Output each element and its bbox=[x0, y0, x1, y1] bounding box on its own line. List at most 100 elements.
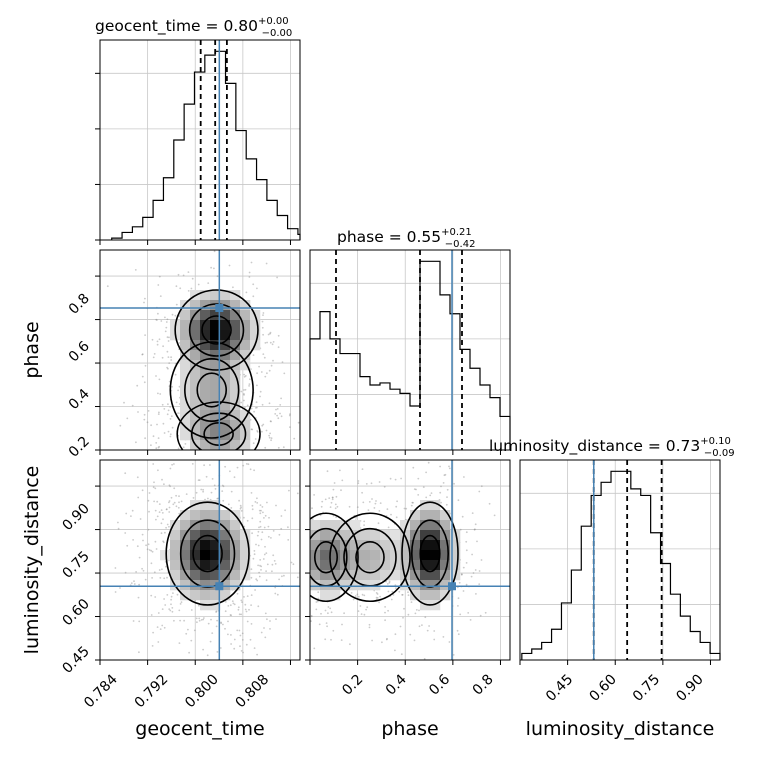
scatter-point bbox=[166, 366, 169, 369]
scatter-point bbox=[287, 526, 289, 529]
yticks-geocent-time-hist bbox=[95, 72, 100, 241]
scatter-point bbox=[151, 645, 154, 647]
density-cell bbox=[200, 510, 211, 521]
scatter-point bbox=[452, 654, 455, 656]
density-cell bbox=[410, 570, 421, 581]
density-cell bbox=[190, 380, 201, 391]
scatter-point bbox=[157, 284, 160, 286]
scatter-point bbox=[259, 559, 262, 561]
density-cell bbox=[210, 360, 221, 371]
density-cell bbox=[200, 290, 211, 301]
scatter-point bbox=[371, 498, 373, 500]
scatter-point bbox=[462, 566, 465, 569]
scatter-point bbox=[343, 612, 345, 615]
scatter-point bbox=[425, 496, 428, 499]
density-cell bbox=[230, 420, 241, 431]
scatter-point bbox=[269, 332, 271, 335]
density-cell bbox=[230, 330, 241, 341]
scatter-point bbox=[267, 525, 270, 528]
scatter-point bbox=[174, 373, 177, 376]
density-cell bbox=[420, 570, 431, 581]
scatter-point bbox=[269, 628, 271, 630]
density-cell bbox=[330, 580, 341, 591]
scatter-point bbox=[195, 617, 198, 620]
panel-phase-hist bbox=[309, 249, 511, 455]
scatter-point bbox=[320, 505, 323, 508]
scatter-point bbox=[230, 490, 233, 493]
density-cell bbox=[220, 510, 231, 521]
scatter-point bbox=[313, 647, 316, 650]
density-cell bbox=[420, 540, 431, 551]
scatter-point bbox=[446, 488, 449, 491]
density-cell bbox=[330, 540, 341, 551]
frame-distance-vs-phase bbox=[309, 459, 511, 661]
scatter-point bbox=[265, 579, 268, 582]
scatter-point bbox=[259, 512, 262, 515]
density-cell bbox=[220, 330, 231, 341]
scatter-point bbox=[474, 523, 477, 526]
scatter-point bbox=[381, 641, 383, 644]
density-cell bbox=[230, 410, 241, 421]
scatter-point bbox=[326, 470, 329, 473]
scatter-point bbox=[407, 591, 409, 594]
density-cell bbox=[230, 530, 241, 541]
title-geocent-time-param: geocent_time bbox=[95, 17, 201, 36]
scatter-point bbox=[392, 594, 395, 596]
scatter-point bbox=[356, 593, 359, 596]
scatter-point bbox=[262, 333, 264, 336]
scatter-point bbox=[215, 625, 218, 628]
density-cell bbox=[190, 300, 201, 311]
scatter-point bbox=[170, 359, 173, 361]
scatter-point bbox=[135, 571, 138, 573]
title-geocent-time-minus: −0.00 bbox=[262, 28, 293, 39]
scatter-point bbox=[170, 598, 173, 601]
density-cell bbox=[360, 540, 371, 551]
xtick-labels-luminosity-distance: 0.45 0.60 0.75 0.90 bbox=[543, 672, 707, 705]
density-cell bbox=[320, 590, 331, 601]
scatter-point bbox=[126, 417, 129, 420]
scatter-point bbox=[458, 581, 461, 584]
scatter-point bbox=[150, 614, 153, 616]
scatter-point bbox=[410, 504, 413, 507]
scatter-point bbox=[222, 623, 224, 626]
scatter-point bbox=[394, 478, 397, 481]
density-cell bbox=[200, 380, 211, 391]
scatter-point bbox=[155, 548, 158, 550]
scatter-point bbox=[471, 512, 474, 514]
density-cell bbox=[190, 510, 201, 521]
density-cell bbox=[220, 560, 231, 571]
scatter-point bbox=[142, 569, 145, 572]
density-cell bbox=[390, 540, 401, 551]
scatter-point bbox=[262, 353, 265, 355]
density-cell bbox=[250, 330, 261, 341]
scatter-point bbox=[280, 415, 283, 418]
scatter-point bbox=[162, 518, 164, 521]
scatter-point bbox=[202, 648, 205, 651]
scatter-point bbox=[471, 553, 473, 556]
scatter-point bbox=[157, 612, 160, 614]
scatter-point bbox=[125, 512, 128, 515]
scatter-point bbox=[440, 501, 442, 504]
density-cell bbox=[200, 570, 211, 581]
scatter-point bbox=[124, 571, 127, 574]
scatter-point bbox=[169, 435, 172, 438]
xtick-label: 0.4 bbox=[383, 671, 410, 698]
scatter-point bbox=[147, 543, 150, 546]
scatter-point bbox=[180, 500, 183, 503]
scatter-point bbox=[224, 627, 226, 630]
density-cell bbox=[440, 510, 451, 521]
scatter-point bbox=[413, 639, 416, 642]
scatter-point bbox=[160, 522, 163, 525]
scatter-point bbox=[168, 500, 171, 502]
density-cell bbox=[430, 570, 441, 581]
scatter-point bbox=[166, 336, 169, 339]
scatter-point bbox=[422, 486, 425, 488]
scatter-point bbox=[232, 602, 235, 605]
contour-line bbox=[192, 534, 223, 573]
scatter-point bbox=[258, 509, 261, 512]
scatter-point bbox=[383, 485, 386, 488]
scatter-point bbox=[169, 418, 172, 420]
ytick-label: 0.90 bbox=[59, 501, 92, 534]
scatter-point bbox=[240, 401, 243, 404]
scatter-point bbox=[198, 604, 200, 607]
